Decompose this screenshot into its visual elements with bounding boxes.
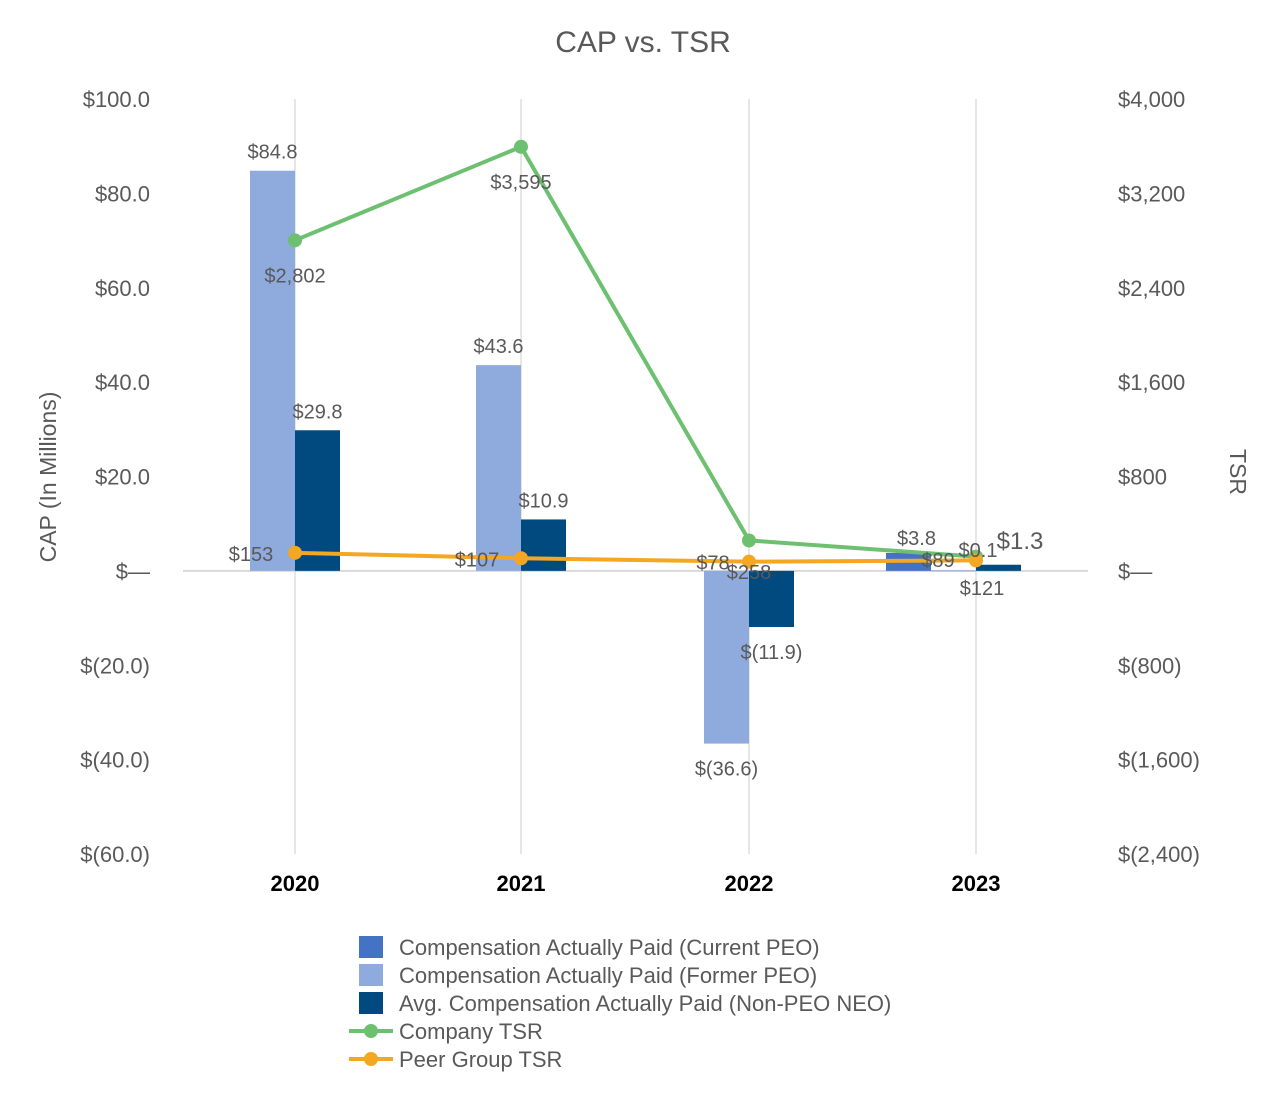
legend: Compensation Actually Paid (Current PEO)… <box>349 935 891 1072</box>
data-labels: $3.8 $84.8 $43.6 $(36.6) $0.1 $29.8 $10.9 $(11.… <box>229 142 1044 781</box>
point-peer-group-tsr-2023 <box>969 553 983 568</box>
legend-swatch <box>359 992 383 1014</box>
line-label-peer-group-tsr-2020: $153 <box>229 544 274 566</box>
legend-label: Compensation Actually Paid (Former PEO) <box>399 963 817 988</box>
bar-label-compensation-actually-paid-former-peo-2022: $(36.6) <box>695 759 758 781</box>
legend-item-compensation-actually-paid-current-peo: Compensation Actually Paid (Current PEO) <box>359 935 820 960</box>
legend-item-peer-group-tsr: Peer Group TSR <box>349 1047 562 1072</box>
x-axis-ticks: 2020 2021 2022 2023 <box>271 871 1001 896</box>
line-label-company-tsr-2021: $3,595 <box>490 172 551 194</box>
y2-tick-label: $4,000 <box>1118 87 1185 112</box>
line-label-company-tsr-2023: $121 <box>960 578 1005 600</box>
bar-label-compensation-actually-paid-former-peo-2020: $84.8 <box>247 142 297 164</box>
line-label-peer-group-tsr-2021: $107 <box>455 549 500 571</box>
x-tick-label-2021: 2021 <box>497 871 546 896</box>
legend-label: Peer Group TSR <box>399 1047 562 1072</box>
legend-item-compensation-actually-paid-former-peo: Compensation Actually Paid (Former PEO) <box>359 963 817 988</box>
y-tick-label: $— <box>116 559 150 584</box>
y-tick-label: $60.0 <box>95 276 150 301</box>
x-tick-label-2023: 2023 <box>952 871 1001 896</box>
bar-compensation-actually-paid-former-peo-2022 <box>704 570 749 744</box>
x-tick-label-2020: 2020 <box>271 871 320 896</box>
line-label-peer-group-tsr-2023: $89 <box>921 550 954 572</box>
y2-tick-label: $(1,600) <box>1118 748 1200 773</box>
line-label-company-tsr-2022: $258 <box>727 562 772 584</box>
legend-swatch <box>359 936 383 958</box>
legend-marker <box>364 1052 378 1066</box>
y-tick-label: $(60.0) <box>80 842 150 867</box>
legend-label: Compensation Actually Paid (Current PEO) <box>399 935 820 960</box>
bar-series <box>250 170 1021 744</box>
bar-label-avg-compensation-actually-paid-non-peo-neo-2021: $10.9 <box>518 490 568 512</box>
y-tick-label: $(40.0) <box>80 748 150 773</box>
line-series <box>288 139 983 569</box>
bar-compensation-actually-paid-former-peo-2023 <box>931 570 976 572</box>
bar-label-compensation-actually-paid-former-peo-2021: $43.6 <box>473 336 523 358</box>
y2-axis-title: TSR <box>1225 449 1251 495</box>
bar-avg-compensation-actually-paid-non-peo-neo-2021 <box>521 519 566 571</box>
bar-label-compensation-actually-paid-former-peo-2023: $0.1 <box>959 540 998 562</box>
bar-label-avg-compensation-actually-paid-non-peo-neo-2020: $29.8 <box>292 401 342 423</box>
y-axis-title: CAP (In Millions) <box>35 392 61 563</box>
legend-item-avg-compensation-actually-paid-non-peo-neo: Avg. Compensation Actually Paid (Non-PEO… <box>359 991 891 1016</box>
y2-tick-label: $(800) <box>1118 653 1182 678</box>
point-company-tsr-2021 <box>514 139 528 154</box>
y2-tick-label: $3,200 <box>1118 181 1185 206</box>
point-peer-group-tsr-2020 <box>288 545 302 560</box>
point-company-tsr-2020 <box>288 233 302 248</box>
line-company-tsr <box>294 144 977 559</box>
y-tick-label: $100.0 <box>83 87 150 112</box>
line-peer-group-tsr <box>294 550 977 564</box>
point-company-tsr-2022 <box>742 533 756 548</box>
y-tick-label: $(20.0) <box>80 653 150 678</box>
legend-item-company-tsr: Company TSR <box>349 1019 543 1044</box>
y2-tick-label: $— <box>1118 559 1152 584</box>
bar-avg-compensation-actually-paid-non-peo-neo-2022 <box>749 570 794 628</box>
line-label-peer-group-tsr-2022: $78 <box>696 553 729 575</box>
y-axis-ticks: $100.0 $80.0 $60.0 $40.0 $20.0 $— $(20.0) $(40.… <box>80 87 150 867</box>
y2-axis-ticks: $4,000 $3,200 $2,400 $1,600 $800 $— $(800) $(1,… <box>1118 87 1200 867</box>
y2-tick-label: $800 <box>1118 465 1167 490</box>
y-tick-label: $80.0 <box>95 181 150 206</box>
y2-tick-label: $(2,400) <box>1118 842 1200 867</box>
bar-label-compensation-actually-paid-current-peo-2023: $3.8 <box>897 528 936 550</box>
y2-tick-label: $2,400 <box>1118 276 1185 301</box>
y-tick-label: $40.0 <box>95 370 150 395</box>
chart-title: CAP vs. TSR <box>555 26 731 59</box>
x-tick-label-2022: 2022 <box>725 871 774 896</box>
legend-marker <box>364 1024 378 1038</box>
bar-compensation-actually-paid-former-peo-2021 <box>476 365 521 571</box>
legend-swatch <box>359 964 383 986</box>
bar-label-avg-compensation-actually-paid-non-peo-neo-2022: $(11.9) <box>741 642 803 664</box>
bar-avg-compensation-actually-paid-non-peo-neo-2020 <box>295 430 340 571</box>
bar-avg-compensation-actually-paid-non-peo-neo-2023 <box>976 564 1021 571</box>
point-peer-group-tsr-2021 <box>514 551 528 566</box>
bar-label-avg-compensation-actually-paid-non-peo-neo-2023: $1.3 <box>997 528 1044 555</box>
y-tick-label: $20.0 <box>95 465 150 490</box>
y2-tick-label: $1,600 <box>1118 370 1185 395</box>
point-peer-group-tsr-2022 <box>742 554 756 569</box>
legend-label: Company TSR <box>399 1019 543 1044</box>
legend-label: Avg. Compensation Actually Paid (Non-PEO… <box>399 991 891 1016</box>
line-label-company-tsr-2020: $2,802 <box>264 265 325 287</box>
bar-compensation-actually-paid-former-peo-2020 <box>250 170 295 571</box>
